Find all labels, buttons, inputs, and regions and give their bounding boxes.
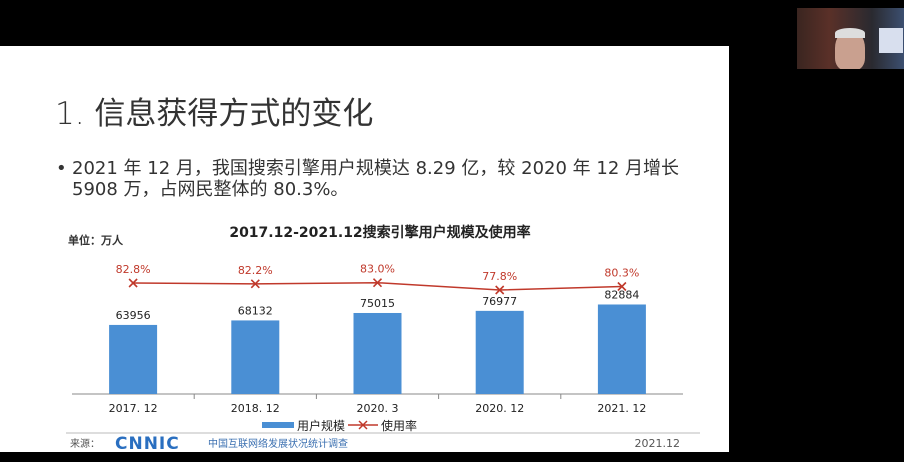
- x-tick-label: 2018. 12: [231, 402, 280, 415]
- legend-x-marker: [358, 420, 368, 430]
- webcam-thumbnail[interactable]: [797, 8, 904, 69]
- participant-hair: [835, 28, 865, 38]
- legend-bar-swatch: [262, 422, 294, 428]
- x-tick-label: 2020. 3: [357, 402, 399, 415]
- legend: 用户规模 使用率: [262, 418, 417, 433]
- rate-label: 77.8%: [482, 270, 517, 283]
- rate-label: 83.0%: [360, 263, 395, 276]
- cnnic-logo: CNNIC: [115, 434, 180, 454]
- bar-value-label: 68132: [238, 304, 273, 317]
- x-tick-label: 2021. 12: [597, 402, 646, 415]
- source-label: 来源：: [70, 437, 100, 450]
- source-text: 中国互联网络发展状况统计调查: [208, 437, 348, 450]
- bar-value-label: 82884: [604, 288, 639, 301]
- bar: [231, 320, 280, 394]
- rate-label: 82.2%: [238, 264, 273, 277]
- rate-label: 80.3%: [604, 267, 639, 280]
- legend-bar-label: 用户规模: [297, 418, 345, 433]
- bar: [353, 312, 402, 394]
- bar: [109, 324, 158, 394]
- bar: [597, 304, 646, 394]
- unit-label: 单位：万人: [68, 233, 124, 247]
- background-monitor: [879, 28, 903, 53]
- x-tick-label: 2017. 12: [109, 402, 158, 415]
- chart-title: 2017.12-2021.12搜索引擎用户规模及使用率: [229, 224, 530, 241]
- footer-date: 2021.12: [635, 437, 681, 450]
- rate-marker: [128, 278, 138, 288]
- bar-value-label: 63956: [116, 309, 151, 322]
- bullet-marker: •: [56, 158, 67, 179]
- rate-marker: [495, 285, 505, 295]
- slide-title: 1. 信息获得方式的变化: [55, 96, 374, 132]
- bullet-text: 2021 年 12 月，我国搜索引擎用户规模达 8.29 亿，较 2020 年 …: [72, 158, 679, 200]
- legend-line-label: 使用率: [381, 418, 417, 433]
- rate-marker: [250, 279, 260, 289]
- x-tick-label: 2020. 12: [475, 402, 524, 415]
- rate-marker: [372, 278, 383, 288]
- bar-value-label: 76977: [482, 295, 517, 308]
- bullet-point: • 2021 年 12 月，我国搜索引擎用户规模达 8.29 亿，较 2020 …: [56, 158, 696, 200]
- bar-value-label: 75015: [360, 297, 395, 310]
- rate-label: 82.8%: [116, 263, 151, 276]
- rate-marker: [617, 281, 627, 292]
- bar: [475, 310, 524, 394]
